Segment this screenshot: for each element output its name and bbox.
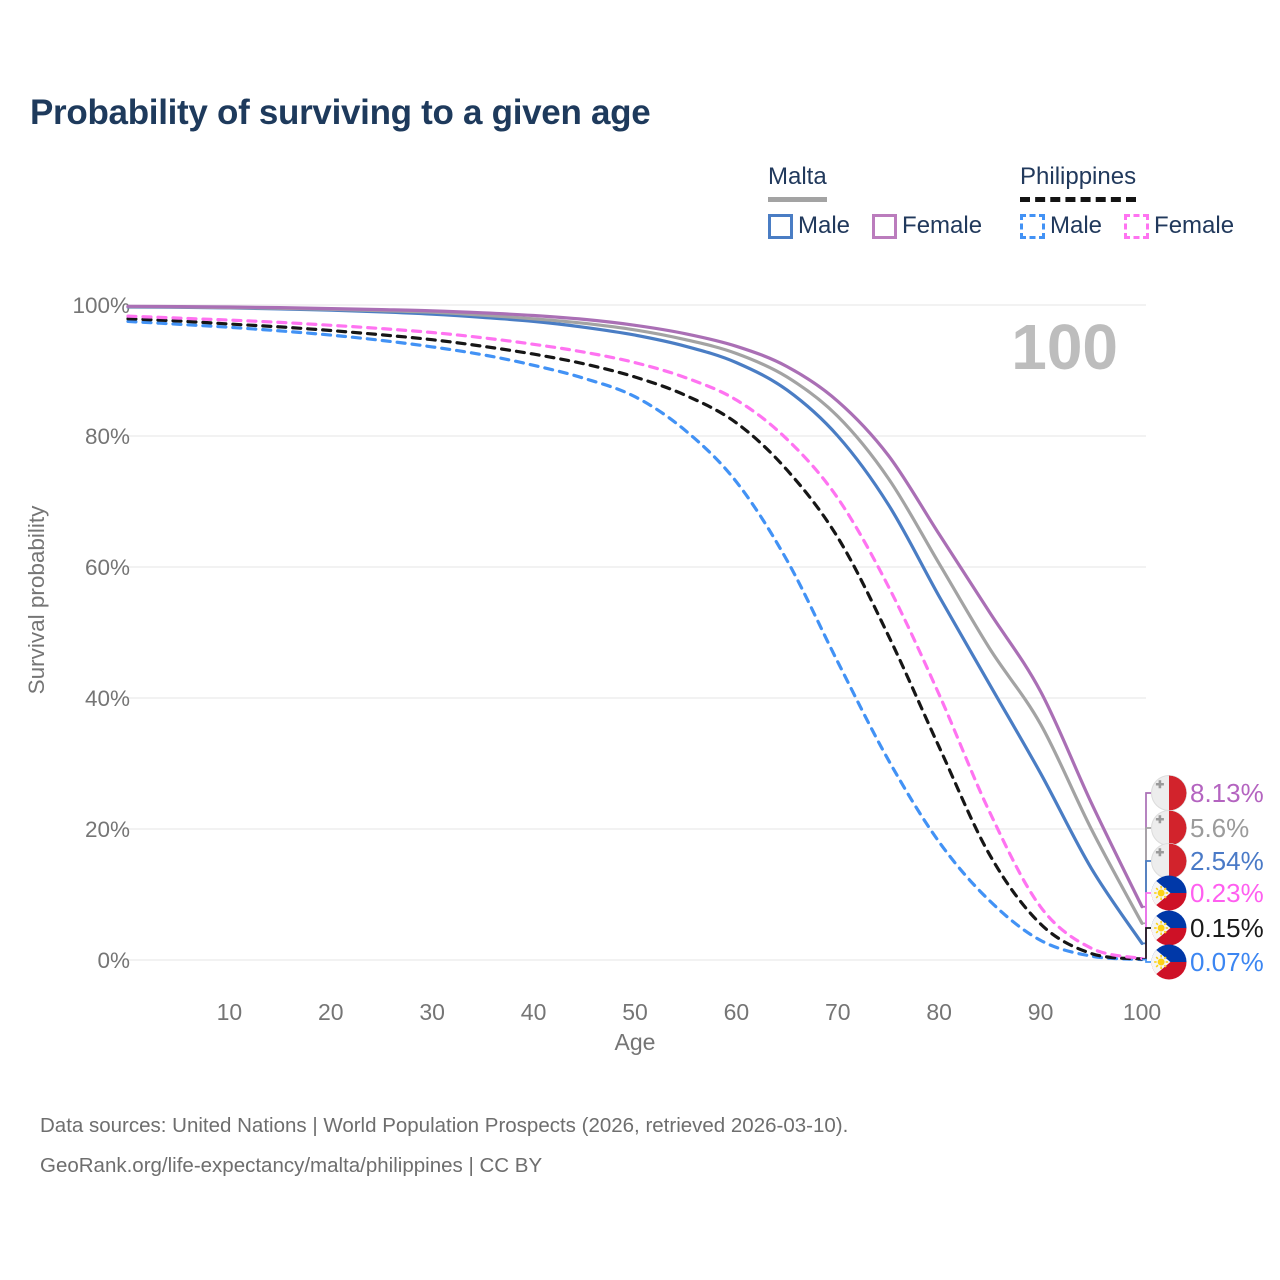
philippines-flag-icon: [1151, 944, 1187, 980]
y-tick-label: 100%: [72, 293, 130, 318]
age-annotation: 100: [1011, 311, 1118, 383]
legend-header-philippines[interactable]: Philippines: [1020, 163, 1137, 202]
malta-flag-icon: [1151, 843, 1187, 879]
y-axis-title: Survival probability: [24, 505, 49, 695]
legend-item-philippines-male[interactable]: Male: [1020, 212, 1102, 240]
curve-malta-female[interactable]: [126, 304, 1144, 909]
x-tick-label: 50: [622, 999, 648, 1025]
x-tick-label: 60: [724, 999, 750, 1025]
footer-attribution: GeoRank.org/life-expectancy/malta/philip…: [40, 1154, 543, 1177]
x-tick-label: 40: [521, 999, 547, 1025]
end-label-philippines-female[interactable]: 0.23%: [1190, 878, 1264, 908]
legend-row-philippines: Male Female: [1020, 212, 1234, 240]
philippines-female-swatch-icon: [1124, 213, 1150, 239]
y-tick-label: 40%: [85, 686, 130, 711]
malta-flag-icon: [1151, 775, 1187, 811]
malta-male-swatch-icon: [768, 213, 793, 239]
malta-female-swatch-icon: [872, 213, 898, 239]
x-tick-label: 10: [217, 999, 243, 1025]
x-tick-label: 80: [926, 999, 952, 1025]
legend-row-malta: Male Female: [768, 212, 982, 240]
end-label-malta-total[interactable]: 5.6%: [1190, 813, 1249, 843]
legend-item-malta-female[interactable]: Female: [872, 212, 982, 240]
end-label-philippines-male[interactable]: 0.07%: [1190, 947, 1264, 977]
x-tick-label: 20: [318, 999, 344, 1025]
footer-data-sources: Data sources: United Nations | World Pop…: [40, 1114, 849, 1137]
legend-header-malta[interactable]: Malta: [768, 163, 827, 202]
legend-label-malta-female: Female: [902, 212, 983, 239]
end-label-malta-male[interactable]: 2.54%: [1190, 846, 1264, 876]
end-label-malta-female[interactable]: 8.13%: [1190, 778, 1264, 808]
x-tick-label: 90: [1028, 999, 1054, 1025]
legend-label-malta-male: Male: [798, 212, 851, 239]
y-tick-label: 0%: [97, 948, 130, 973]
y-tick-label: 20%: [85, 817, 130, 842]
legend-group-malta: Malta Male Female: [768, 163, 982, 240]
curve-philippines-female[interactable]: [126, 314, 1144, 961]
y-tick-label: 60%: [85, 555, 130, 580]
legend-label-philippines-female: Female: [1154, 212, 1235, 239]
legend-item-philippines-female[interactable]: Female: [1124, 212, 1234, 240]
malta-flag-icon: [1151, 810, 1187, 846]
legend-item-malta-male[interactable]: Male: [768, 212, 850, 240]
end-label-philippines-total[interactable]: 0.15%: [1190, 913, 1264, 943]
legend-label-philippines-male: Male: [1050, 212, 1103, 239]
footer: Data sources: United Nations | World Pop…: [40, 1106, 848, 1186]
curve-malta-male[interactable]: [126, 305, 1144, 945]
curve-philippines-male[interactable]: [126, 319, 1144, 962]
legend-group-philippines: Philippines Male Female: [1020, 163, 1234, 240]
philippines-flag-icon: [1151, 910, 1187, 946]
x-axis-title: Age: [615, 1029, 656, 1055]
end-label-connector: [1142, 958, 1151, 963]
x-tick-label: 70: [825, 999, 851, 1025]
x-tick-label: 100: [1123, 999, 1161, 1025]
page-title: Probability of surviving to a given age: [30, 93, 651, 132]
y-tick-label: 80%: [85, 424, 130, 449]
curve-philippines-total[interactable]: [126, 317, 1144, 961]
philippines-flag-icon: [1151, 875, 1187, 911]
x-tick-label: 30: [419, 999, 445, 1025]
philippines-male-swatch-icon: [1020, 213, 1045, 239]
